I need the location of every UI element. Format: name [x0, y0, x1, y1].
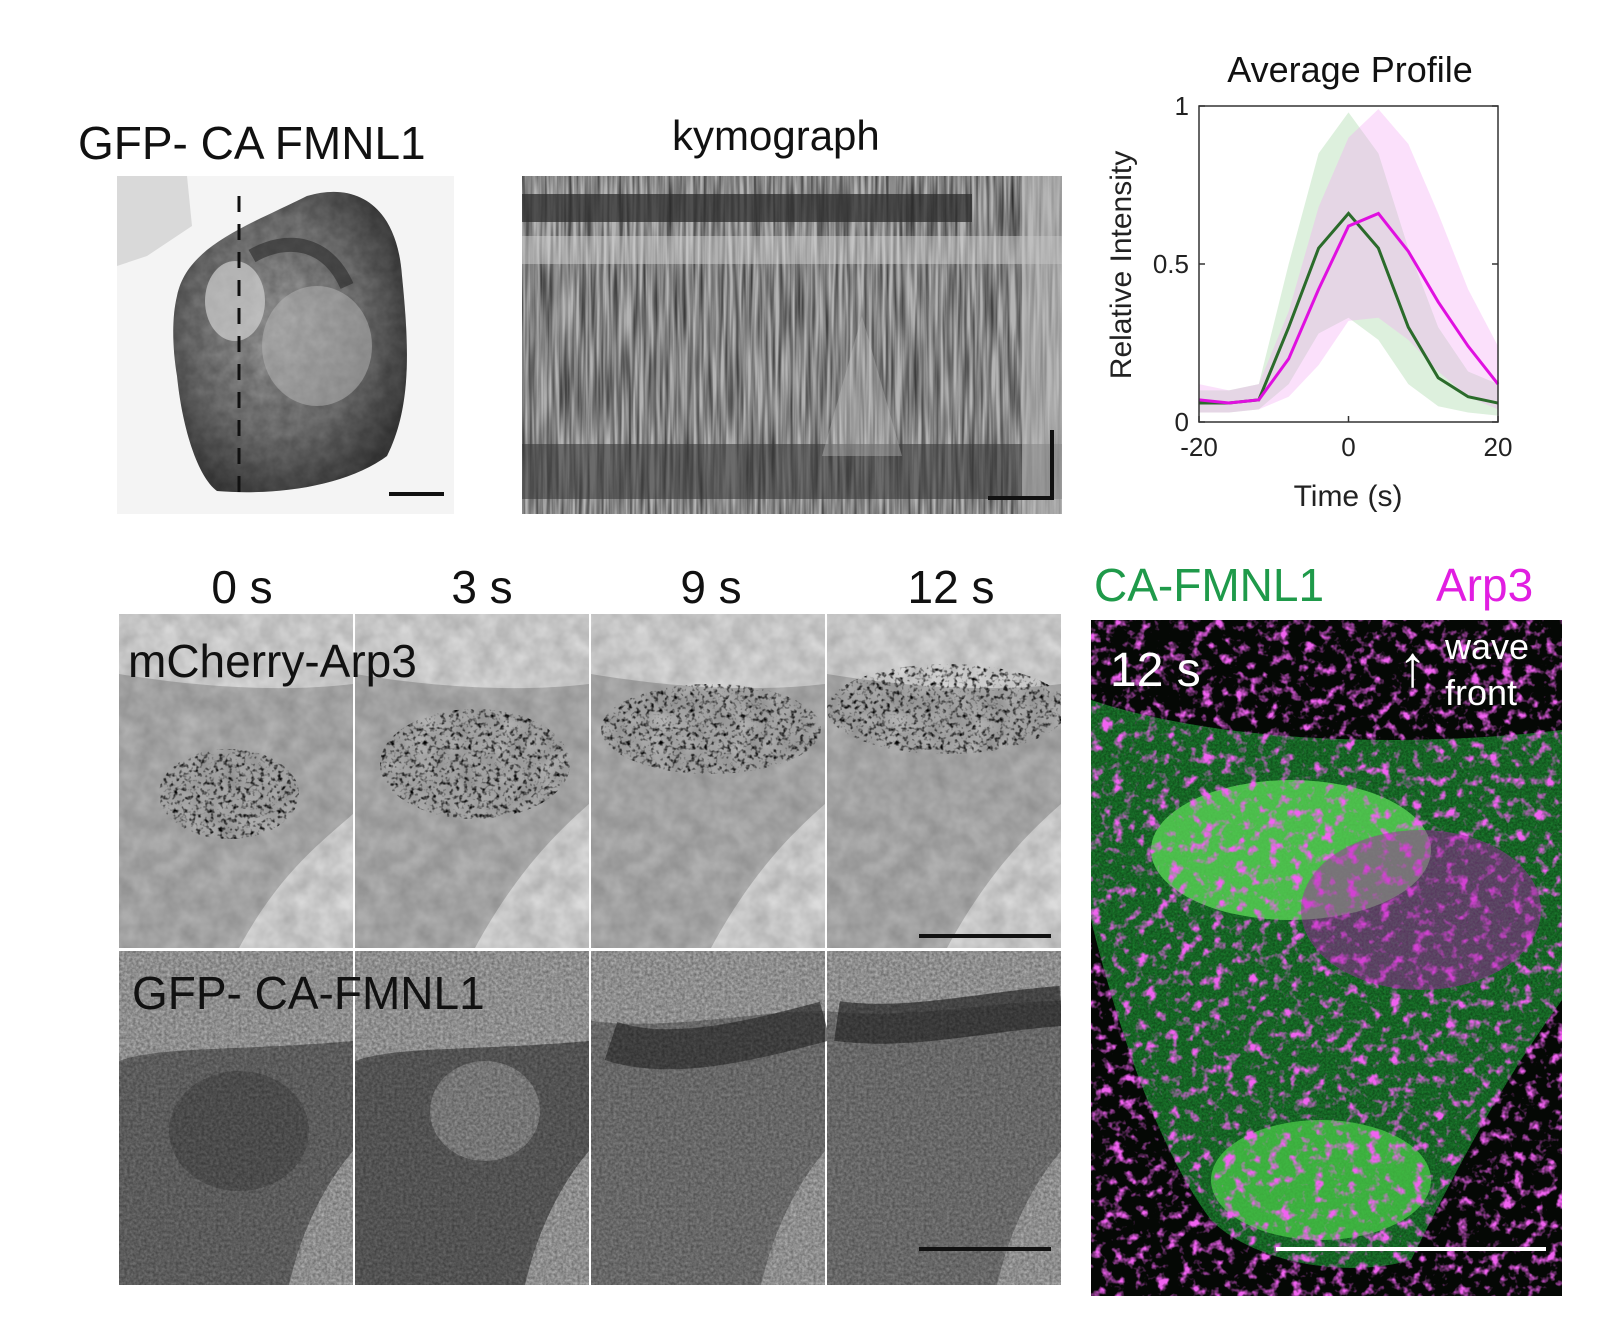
wave-front-annotation: wave front [1445, 624, 1529, 716]
arp3-frame-3 [827, 614, 1061, 948]
x-tick-label-2: 20 [1484, 432, 1513, 462]
x-tick-label-0: -20 [1180, 432, 1218, 462]
fmnl1-frame-1 [355, 951, 589, 1285]
fmnl1-frame-0 [119, 951, 353, 1285]
y-tick-label-1: 0.5 [1153, 249, 1189, 279]
wave-front-arrow-icon: ↑ [1398, 634, 1427, 699]
fmnl1-frame-2 [591, 951, 831, 1285]
arp3-row-label: mCherry-Arp3 [128, 635, 417, 687]
arp3-frame-1 [355, 614, 589, 948]
arp3-frame-0 [119, 614, 353, 948]
y-tick-label-2: 1 [1175, 91, 1189, 121]
x-axis-label: Time (s) [1294, 480, 1403, 513]
fmnl1-timelapse-row [119, 951, 1061, 1285]
time-label-2: 9 s [680, 561, 742, 613]
series-line-1 [1198, 211, 1500, 405]
kymograph-title: kymograph [672, 112, 880, 159]
series-band-1 [1199, 109, 1498, 413]
arp3-frame-2 [591, 614, 825, 948]
merge-label-magenta: Arp3 [1436, 559, 1534, 611]
time-label-1: 3 s [451, 561, 513, 613]
cell-image [117, 176, 454, 514]
series-band-0 [1199, 112, 1498, 416]
chart-title: Average Profile [1227, 49, 1472, 90]
time-label-0: 0 s [211, 561, 273, 613]
wave-front-line2: front [1445, 672, 1518, 713]
wave-front-line1: wave [1445, 626, 1530, 667]
time-label-3: 12 s [907, 561, 995, 613]
merge-label-green: CA-FMNL1 [1094, 559, 1325, 611]
fmnl1-row-label: GFP- CA-FMNL1 [132, 967, 485, 1019]
fmnl1-frame-3 [827, 951, 1061, 1285]
cell-panel-title: GFP- CA FMNL1 [78, 117, 426, 169]
y-axis-label: Relative Intensity [1105, 151, 1138, 379]
kymograph-image [522, 176, 1062, 514]
merge-time-label: 12 s [1110, 644, 1201, 697]
x-tick-label-1: 0 [1341, 432, 1355, 462]
y-tick-label-0: 0 [1175, 407, 1189, 437]
merge-image [1091, 620, 1562, 1296]
arp3-timelapse-row [119, 614, 1061, 948]
